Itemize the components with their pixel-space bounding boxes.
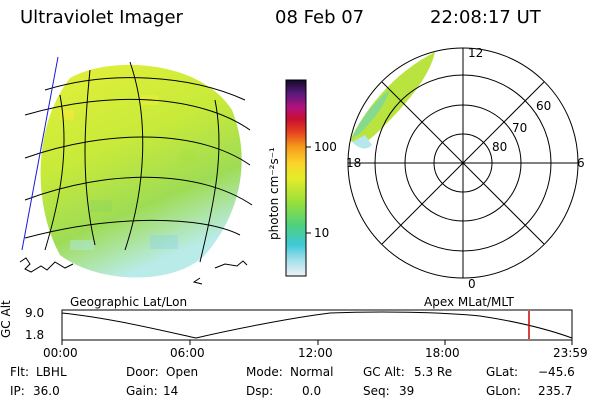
glat-value: −45.6 — [538, 365, 575, 379]
mlat-label-70: 70 — [512, 121, 528, 135]
terminator-line — [21, 56, 59, 251]
left-panel-label: Geographic Lat/Lon — [70, 295, 188, 309]
observation-date: 08 Feb 07 — [275, 7, 365, 28]
right-panel-label: Apex MLat/MLT — [424, 295, 514, 309]
orbit-ytick-9: 9.0 — [25, 306, 45, 320]
observation-time: 22:08:17 UT — [430, 7, 541, 28]
gain-value: 14 — [163, 384, 179, 398]
coastline-outline — [19, 257, 248, 285]
seq-label: Seq: — [363, 384, 390, 398]
glat-label: GLat: — [486, 365, 519, 379]
dsp-value: 0.0 — [302, 384, 322, 398]
polar-plot — [347, 47, 579, 279]
gc-alt-value: 5.3 Re — [414, 365, 453, 379]
gain-label: Gain: — [126, 384, 158, 398]
mlt-label-12: 12 — [468, 46, 484, 60]
orbit-altitude-plot — [61, 309, 573, 345]
orbit-ylabel: GC Alt — [0, 300, 13, 338]
colorbar-tick-100: 100 — [314, 140, 337, 154]
ip-value: 36.0 — [33, 384, 60, 398]
orbit-xtick-1200: 12:00 — [298, 346, 333, 360]
filter-label: Flt: — [10, 365, 29, 379]
seq-value: 39 — [399, 384, 415, 398]
ip-label: IP: — [10, 384, 25, 398]
door-label: Door: — [126, 365, 159, 379]
dsp-label: Dsp: — [246, 384, 274, 398]
orbit-xtick-0000: 00:00 — [43, 346, 78, 360]
mode-label: Mode: — [246, 365, 283, 379]
glon-label: GLon: — [486, 384, 521, 398]
geographic-grid — [24, 61, 253, 263]
colorbar-tick-10: 10 — [314, 226, 330, 240]
intensity-colorbar — [285, 79, 311, 277]
instrument-title: Ultraviolet Imager — [20, 7, 183, 28]
mlt-label-18: 18 — [346, 156, 362, 170]
mlat-label-60: 60 — [536, 99, 552, 113]
door-value: Open — [166, 365, 199, 379]
filter-value: LBHL — [36, 365, 67, 379]
mode-value: Normal — [290, 365, 334, 379]
mlat-label-80: 80 — [492, 140, 508, 154]
glon-value: 235.7 — [538, 384, 573, 398]
orbit-xtick-1800: 18:00 — [425, 346, 460, 360]
orbit-xtick-2359: 23:59 — [553, 346, 588, 360]
gc-alt-label: GC Alt: — [363, 365, 405, 379]
mlt-label-0: 0 — [468, 277, 476, 291]
orbit-xtick-0600: 06:00 — [170, 346, 205, 360]
mlt-label-6: 6 — [577, 156, 585, 170]
colorbar-unit-label: photon cm⁻²s⁻¹ — [267, 147, 281, 240]
orbit-ytick-1-8: 1.8 — [25, 328, 45, 342]
